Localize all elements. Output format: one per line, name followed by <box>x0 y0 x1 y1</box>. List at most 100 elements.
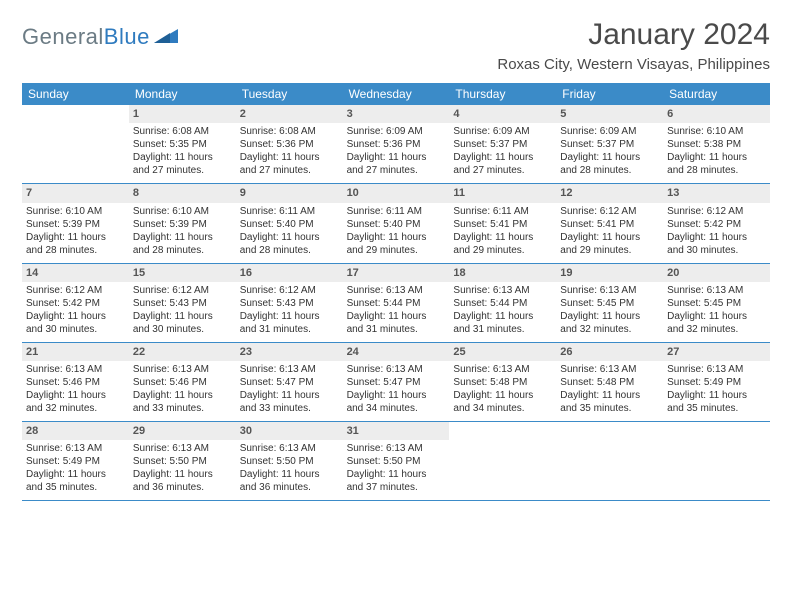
calendar-week-row: 28Sunrise: 6:13 AMSunset: 5:49 PMDayligh… <box>22 422 770 501</box>
daylight-text-1: Daylight: 11 hours <box>133 231 232 244</box>
sunrise-text: Sunrise: 6:11 AM <box>453 205 552 218</box>
day-number: 31 <box>343 422 450 440</box>
daylight-text-2: and 31 minutes. <box>347 323 446 336</box>
day-header-row: Sunday Monday Tuesday Wednesday Thursday… <box>22 83 770 105</box>
daylight-text-2: and 36 minutes. <box>240 481 339 494</box>
daylight-text-2: and 27 minutes. <box>240 164 339 177</box>
day-number: 15 <box>129 264 236 282</box>
sunset-text: Sunset: 5:50 PM <box>240 455 339 468</box>
daylight-text-2: and 32 minutes. <box>26 402 125 415</box>
calendar-cell: 6Sunrise: 6:10 AMSunset: 5:38 PMDaylight… <box>663 105 770 183</box>
daylight-text-1: Daylight: 11 hours <box>560 231 659 244</box>
sunrise-text: Sunrise: 6:12 AM <box>560 205 659 218</box>
calendar-cell: 7Sunrise: 6:10 AMSunset: 5:39 PMDaylight… <box>22 184 129 262</box>
calendar-cell: 5Sunrise: 6:09 AMSunset: 5:37 PMDaylight… <box>556 105 663 183</box>
logo-text-gray: General <box>22 24 104 49</box>
day-number: 12 <box>556 184 663 202</box>
sunset-text: Sunset: 5:47 PM <box>347 376 446 389</box>
daylight-text-1: Daylight: 11 hours <box>667 231 766 244</box>
daylight-text-1: Daylight: 11 hours <box>347 468 446 481</box>
calendar-cell <box>556 422 663 500</box>
sunrise-text: Sunrise: 6:08 AM <box>240 125 339 138</box>
sunrise-text: Sunrise: 6:13 AM <box>26 442 125 455</box>
sunset-text: Sunset: 5:41 PM <box>453 218 552 231</box>
daylight-text-1: Daylight: 11 hours <box>560 151 659 164</box>
sunset-text: Sunset: 5:50 PM <box>347 455 446 468</box>
sunset-text: Sunset: 5:44 PM <box>453 297 552 310</box>
calendar-cell: 3Sunrise: 6:09 AMSunset: 5:36 PMDaylight… <box>343 105 450 183</box>
daylight-text-1: Daylight: 11 hours <box>347 310 446 323</box>
daylight-text-1: Daylight: 11 hours <box>667 310 766 323</box>
calendar-cell <box>449 422 556 500</box>
sunrise-text: Sunrise: 6:09 AM <box>560 125 659 138</box>
daylight-text-2: and 28 minutes. <box>240 244 339 257</box>
day-number: 18 <box>449 264 556 282</box>
daylight-text-1: Daylight: 11 hours <box>560 310 659 323</box>
sunset-text: Sunset: 5:39 PM <box>26 218 125 231</box>
day-header-cell: Tuesday <box>236 83 343 105</box>
logo-text-blue: Blue <box>104 24 150 49</box>
day-header-cell: Friday <box>556 83 663 105</box>
calendar-cell: 8Sunrise: 6:10 AMSunset: 5:39 PMDaylight… <box>129 184 236 262</box>
calendar-cell: 19 Sunrise: 6:13 AMSunset: 5:45 PMDayligh… <box>556 264 663 342</box>
sunrise-text: Sunrise: 6:13 AM <box>133 363 232 376</box>
day-number: 30 <box>236 422 343 440</box>
sunrise-text: Sunrise: 6:11 AM <box>240 205 339 218</box>
daylight-text-2: and 33 minutes. <box>133 402 232 415</box>
day-header-cell: Saturday <box>663 83 770 105</box>
daylight-text-2: and 27 minutes. <box>453 164 552 177</box>
sunrise-text: Sunrise: 6:12 AM <box>667 205 766 218</box>
calendar-cell: 25Sunrise: 6:13 AMSunset: 5:48 PMDayligh… <box>449 343 556 421</box>
calendar: Sunday Monday Tuesday Wednesday Thursday… <box>22 83 770 501</box>
daylight-text-1: Daylight: 11 hours <box>453 389 552 402</box>
sunset-text: Sunset: 5:45 PM <box>560 297 659 310</box>
daylight-text-2: and 34 minutes. <box>453 402 552 415</box>
calendar-cell: 14Sunrise: 6:12 AMSunset: 5:42 PMDayligh… <box>22 264 129 342</box>
sunrise-text: Sunrise: 6:13 AM <box>133 442 232 455</box>
daylight-text-1: Daylight: 11 hours <box>240 389 339 402</box>
day-header-cell: Sunday <box>22 83 129 105</box>
logo: GeneralBlue <box>22 18 180 50</box>
daylight-text-2: and 27 minutes. <box>133 164 232 177</box>
calendar-cell: 27Sunrise: 6:13 AMSunset: 5:49 PMDayligh… <box>663 343 770 421</box>
daylight-text-2: and 34 minutes. <box>347 402 446 415</box>
daylight-text-2: and 31 minutes. <box>453 323 552 336</box>
day-number: 19 <box>556 264 663 282</box>
sunset-text: Sunset: 5:36 PM <box>347 138 446 151</box>
day-number: 27 <box>663 343 770 361</box>
daylight-text-2: and 29 minutes. <box>453 244 552 257</box>
calendar-week-row: 21Sunrise: 6:13 AMSunset: 5:46 PMDayligh… <box>22 343 770 422</box>
day-number: 25 <box>449 343 556 361</box>
day-number: 9 <box>236 184 343 202</box>
calendar-week-row: 1Sunrise: 6:08 AMSunset: 5:35 PMDaylight… <box>22 105 770 184</box>
daylight-text-1: Daylight: 11 hours <box>240 151 339 164</box>
day-number: 6 <box>663 105 770 123</box>
daylight-text-2: and 29 minutes. <box>347 244 446 257</box>
sunrise-text: Sunrise: 6:10 AM <box>26 205 125 218</box>
daylight-text-2: and 35 minutes. <box>26 481 125 494</box>
sunset-text: Sunset: 5:44 PM <box>347 297 446 310</box>
daylight-text-2: and 27 minutes. <box>347 164 446 177</box>
header: GeneralBlue January 2024 Roxas City, Wes… <box>22 18 770 73</box>
daylight-text-1: Daylight: 11 hours <box>453 231 552 244</box>
day-number: 10 <box>343 184 450 202</box>
calendar-cell: 15Sunrise: 6:12 AMSunset: 5:43 PMDayligh… <box>129 264 236 342</box>
calendar-cell: 18Sunrise: 6:13 AMSunset: 5:44 PMDayligh… <box>449 264 556 342</box>
sunrise-text: Sunrise: 6:13 AM <box>560 284 659 297</box>
sunset-text: Sunset: 5:42 PM <box>26 297 125 310</box>
day-number: 23 <box>236 343 343 361</box>
sunset-text: Sunset: 5:45 PM <box>667 297 766 310</box>
day-number: 1 <box>129 105 236 123</box>
logo-text: GeneralBlue <box>22 24 150 50</box>
daylight-text-1: Daylight: 11 hours <box>26 468 125 481</box>
sunset-text: Sunset: 5:46 PM <box>26 376 125 389</box>
day-header-cell: Monday <box>129 83 236 105</box>
calendar-cell: 11Sunrise: 6:11 AMSunset: 5:41 PMDayligh… <box>449 184 556 262</box>
day-number: 26 <box>556 343 663 361</box>
calendar-week-row: 7Sunrise: 6:10 AMSunset: 5:39 PMDaylight… <box>22 184 770 263</box>
calendar-cell: 29Sunrise: 6:13 AMSunset: 5:50 PMDayligh… <box>129 422 236 500</box>
day-number: 13 <box>663 184 770 202</box>
daylight-text-1: Daylight: 11 hours <box>453 310 552 323</box>
sunrise-text: Sunrise: 6:13 AM <box>347 442 446 455</box>
sunset-text: Sunset: 5:37 PM <box>453 138 552 151</box>
